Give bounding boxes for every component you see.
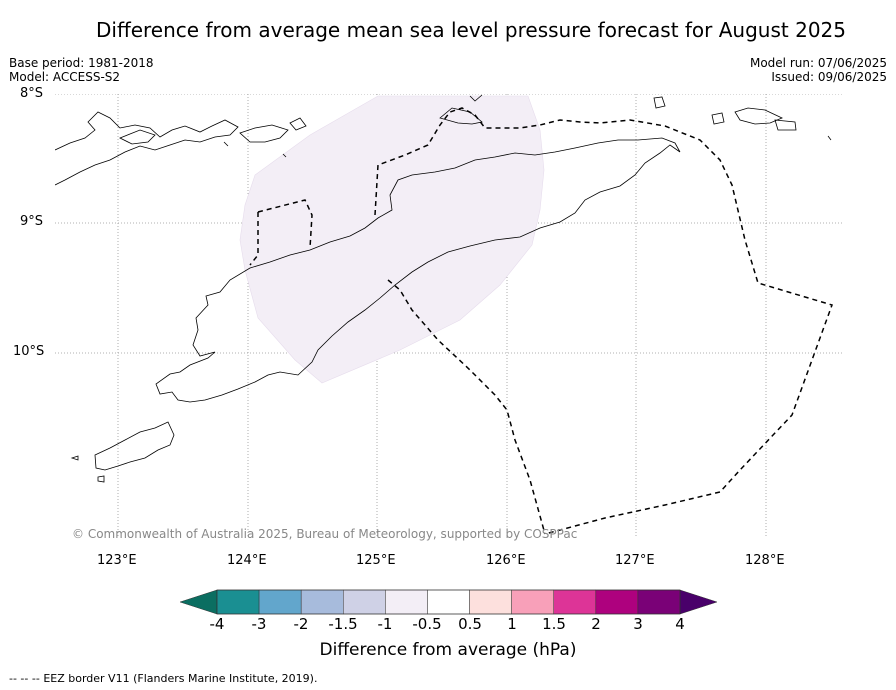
colorbar-cell: [511, 589, 554, 615]
colorbar-tick: 0.5: [458, 615, 482, 633]
colorbar-tick: 1.5: [542, 615, 566, 633]
model-name: Model: ACCESS-S2: [9, 70, 121, 84]
meta-left: Base period: 1981-2018 Model: ACCESS-S2: [9, 56, 154, 84]
colorbar-cell: [300, 589, 344, 615]
lat-label-8s: 8°S: [20, 86, 44, 101]
colorbar-under-arrow: [179, 589, 218, 615]
map-title: Difference from average mean sea level p…: [95, 18, 846, 42]
colorbar-cell: [343, 589, 386, 615]
lon-label-127e: 127°E: [615, 553, 655, 568]
colorbar-cell: [469, 589, 512, 615]
colorbar-tick: -1: [377, 615, 393, 633]
colorbar-tick: -3: [251, 615, 267, 633]
colorbar-cell: [258, 589, 302, 615]
eez-borders: [249, 107, 833, 535]
colorbar-cell: [385, 589, 428, 615]
lon-label-124e: 124°E: [227, 553, 267, 568]
lon-label-125e: 125°E: [356, 553, 396, 568]
eez-legend-text: EEZ border V11 (Flanders Marine Institut…: [43, 672, 318, 685]
colorbar-label: Difference from average (hPa): [319, 640, 577, 660]
meta-right: Model run: 07/06/2025 Issued: 09/06/2025: [750, 56, 887, 84]
coastlines: [55, 94, 832, 483]
lon-label-128e: 128°E: [745, 553, 785, 568]
copyright-notice: © Commonwealth of Australia 2025, Bureau…: [72, 527, 577, 541]
colorbar-cell: [595, 589, 639, 615]
colorbar-tick: -0.5: [412, 615, 442, 633]
colorbar-cell: [637, 589, 681, 615]
colorbar-tick: 1: [507, 615, 517, 633]
colorbar-cell: [216, 589, 260, 615]
base-period: Base period: 1981-2018: [9, 56, 154, 70]
model-run: Model run: 07/06/2025: [749, 56, 887, 70]
lat-label-9s: 9°S: [20, 214, 44, 229]
colorbar-tick: -1.5: [328, 615, 358, 633]
lon-label-123e: 123°E: [97, 553, 137, 568]
colorbar-cell: [427, 589, 470, 615]
colorbar-tick: 2: [591, 615, 601, 633]
eez-legend-symbol: -- -- --: [9, 672, 40, 685]
lon-label-126e: 126°E: [486, 553, 526, 568]
colorbar-tick: 4: [675, 615, 685, 633]
colorbar-cell: [553, 589, 597, 615]
footer-legend: -- -- -- EEZ border V11 (Flanders Marine…: [9, 672, 317, 685]
colorbar-tick: 3: [633, 615, 643, 633]
colorbar-over-arrow: [679, 589, 718, 615]
anomaly-region: [239, 95, 545, 384]
colorbar-tick: -4: [209, 615, 225, 633]
lat-label-10s: 10°S: [13, 344, 45, 359]
colorbar: [179, 589, 718, 615]
colorbar-tick: -2: [293, 615, 309, 633]
issued-date: Issued: 09/06/2025: [771, 70, 887, 84]
